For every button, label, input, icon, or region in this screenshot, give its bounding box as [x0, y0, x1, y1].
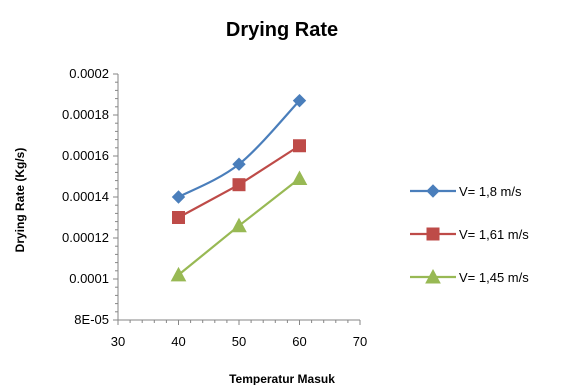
- data-point: [172, 211, 185, 224]
- legend-item-2: V= 1,61 m/s: [410, 227, 529, 242]
- x-tick-label: 50: [232, 334, 246, 349]
- x-tick-label: 30: [111, 334, 125, 349]
- x-tick-label: 70: [353, 334, 367, 349]
- y-axis-title: Drying Rate (Kg/s): [13, 148, 27, 253]
- y-tick-label: 0.00018: [62, 107, 109, 122]
- data-point: [231, 217, 247, 233]
- x-tick-label: 60: [292, 334, 306, 349]
- legend: V= 1,8 m/s V= 1,61 m/s V= 1,45 m/s: [410, 184, 529, 285]
- y-tick-label: 8E-05: [74, 312, 109, 327]
- data-point: [232, 157, 246, 171]
- legend-marker: [426, 184, 440, 198]
- chart-title: Drying Rate: [226, 19, 338, 41]
- series-1: [171, 93, 307, 204]
- y-tick-label: 0.00016: [62, 148, 109, 163]
- plot-area: 8E-05 0.0001 0.00012 0.00014 0.00016 0.00018 0…: [62, 66, 367, 349]
- data-point: [171, 190, 186, 204]
- series-3: [170, 170, 308, 282]
- data-point: [291, 170, 308, 186]
- y-tick-label: 0.0002: [69, 66, 109, 81]
- y-tick-label: 0.0001: [69, 271, 109, 286]
- legend-label: V= 1,8 m/s: [459, 184, 522, 199]
- legend-item-1: V= 1,8 m/s: [410, 184, 522, 199]
- data-point: [170, 266, 187, 282]
- x-axis-title: Temperatur Masuk: [229, 372, 335, 385]
- legend-label: V= 1,45 m/s: [459, 270, 529, 285]
- data-point: [232, 178, 246, 192]
- legend-marker: [425, 268, 441, 284]
- y-tick-label: 0.00014: [62, 189, 109, 204]
- data-point: [293, 139, 306, 153]
- x-tick-label: 40: [171, 334, 185, 349]
- legend-item-3: V= 1,45 m/s: [410, 268, 529, 285]
- data-point: [292, 93, 307, 108]
- series-2: [172, 139, 306, 224]
- legend-marker: [426, 227, 440, 241]
- y-tick-label: 0.00012: [62, 230, 109, 245]
- legend-label: V= 1,61 m/s: [459, 227, 529, 242]
